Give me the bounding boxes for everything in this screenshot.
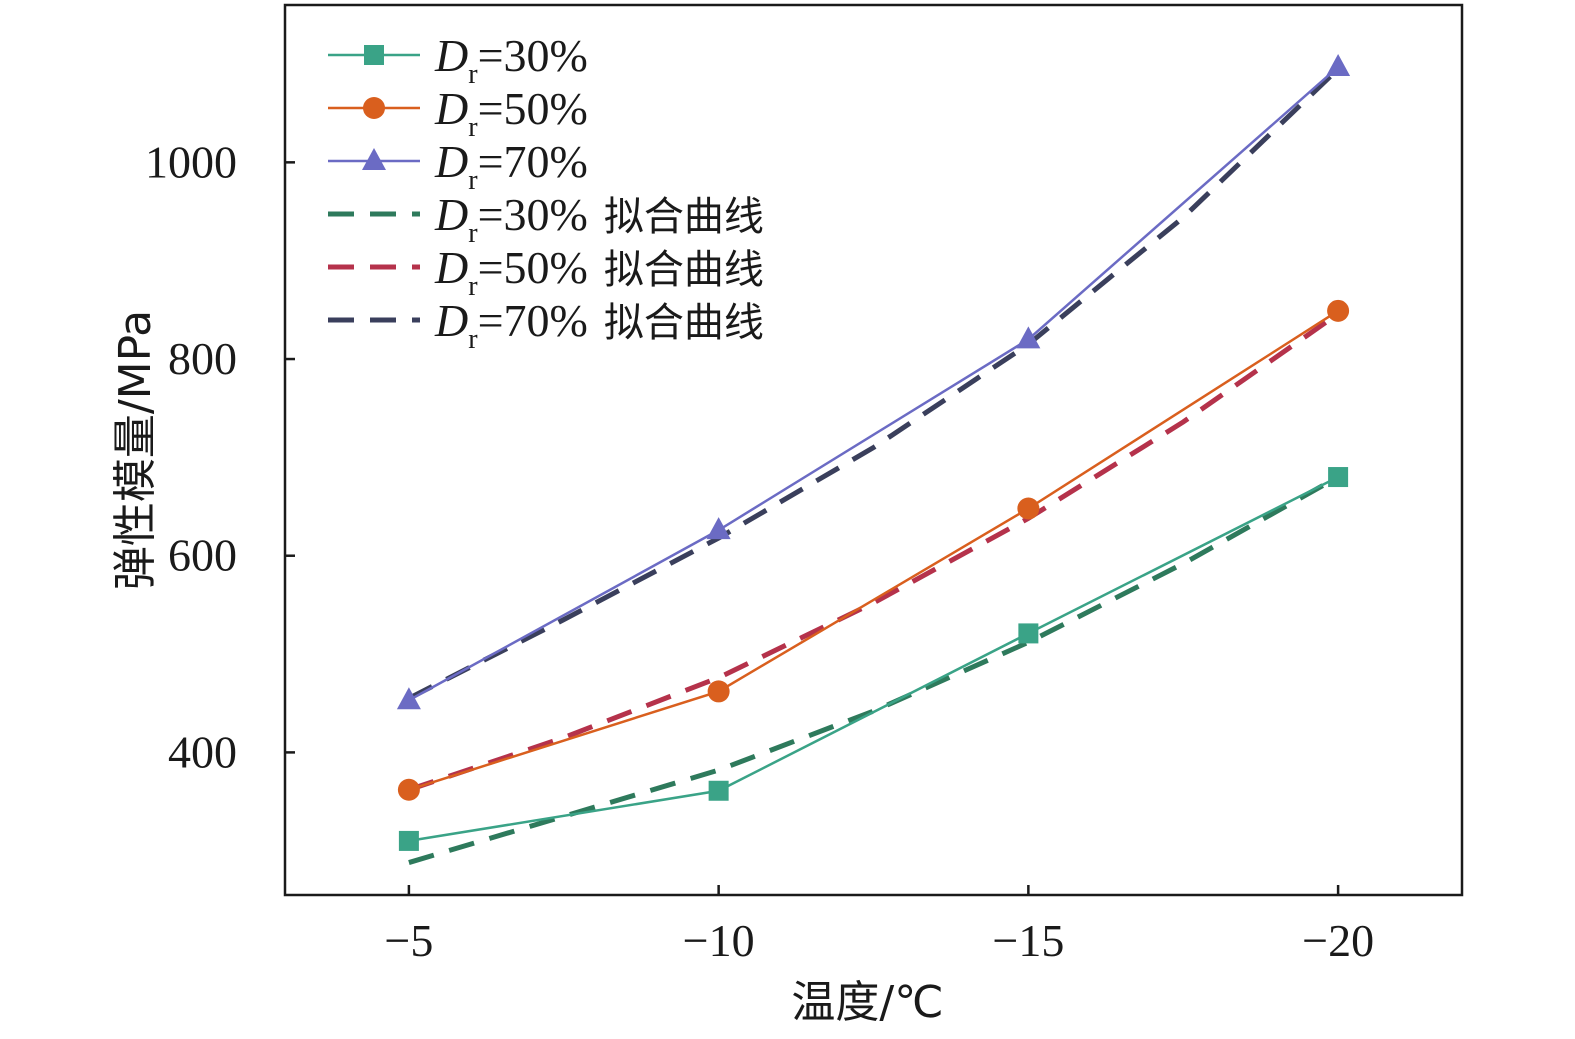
series-2: [397, 299, 1350, 801]
legend-label: Dr=70%: [434, 136, 588, 196]
legend-label: Dr=50% 拟合曲线: [434, 242, 764, 302]
series-3: [396, 53, 1351, 710]
series-line: [407, 67, 1340, 701]
data-point: [1018, 623, 1039, 644]
y-axis-title: 弹性模量/MPa: [110, 310, 161, 590]
data-point: [398, 830, 419, 851]
legend-item: Dr=30% 拟合曲线: [328, 189, 764, 249]
series-line: [408, 475, 1339, 843]
data-point: [397, 778, 420, 801]
legend-item: Dr=50%: [328, 83, 588, 143]
x-tick-label: −5: [384, 915, 433, 966]
data-point: [708, 780, 729, 801]
series-5: [408, 311, 1340, 793]
data-point: [396, 687, 421, 710]
legend-label: Dr=70% 拟合曲线: [434, 295, 764, 355]
data-point: [1016, 326, 1041, 349]
series-4: [408, 474, 1340, 865]
data-point: [1328, 467, 1349, 488]
y-tick-label: 800: [168, 333, 237, 384]
legend-item: Dr=50% 拟合曲线: [328, 242, 764, 302]
legend-marker: [364, 45, 384, 65]
x-tick-label: −20: [1302, 915, 1374, 966]
y-tick-label: 1000: [145, 136, 237, 187]
data-point: [1326, 53, 1351, 76]
data-point: [1327, 299, 1350, 322]
series-line: [408, 474, 1340, 865]
legend-item: Dr=30%: [328, 30, 588, 90]
data-point: [1017, 497, 1040, 520]
legend-item: Dr=70%: [328, 136, 588, 196]
legend-label: Dr=30%: [434, 30, 588, 90]
x-tick-label: −15: [992, 915, 1064, 966]
series-1: [398, 467, 1349, 851]
series-6: [407, 67, 1340, 701]
series-layer: [396, 53, 1351, 865]
series-line: [408, 311, 1340, 793]
y-axis: 400 600 800 1000: [145, 136, 295, 777]
data-point: [707, 680, 730, 703]
series-line: [408, 309, 1339, 791]
legend-label: Dr=30% 拟合曲线: [434, 189, 764, 249]
y-tick-label: 400: [168, 726, 237, 777]
x-axis: −5 −10 −15 −20: [384, 885, 1374, 966]
data-point: [706, 517, 731, 540]
series-line: [408, 66, 1339, 702]
legend-marker: [362, 148, 386, 170]
y-tick-label: 600: [168, 530, 237, 581]
x-tick-label: −10: [683, 915, 755, 966]
x-axis-title: 温度/℃: [791, 977, 943, 1028]
plot-area-frame: [283, 3, 1464, 897]
legend-item: Dr=70% 拟合曲线: [328, 295, 764, 355]
legend-marker: [363, 97, 385, 119]
legend-label: Dr=50%: [434, 83, 588, 143]
